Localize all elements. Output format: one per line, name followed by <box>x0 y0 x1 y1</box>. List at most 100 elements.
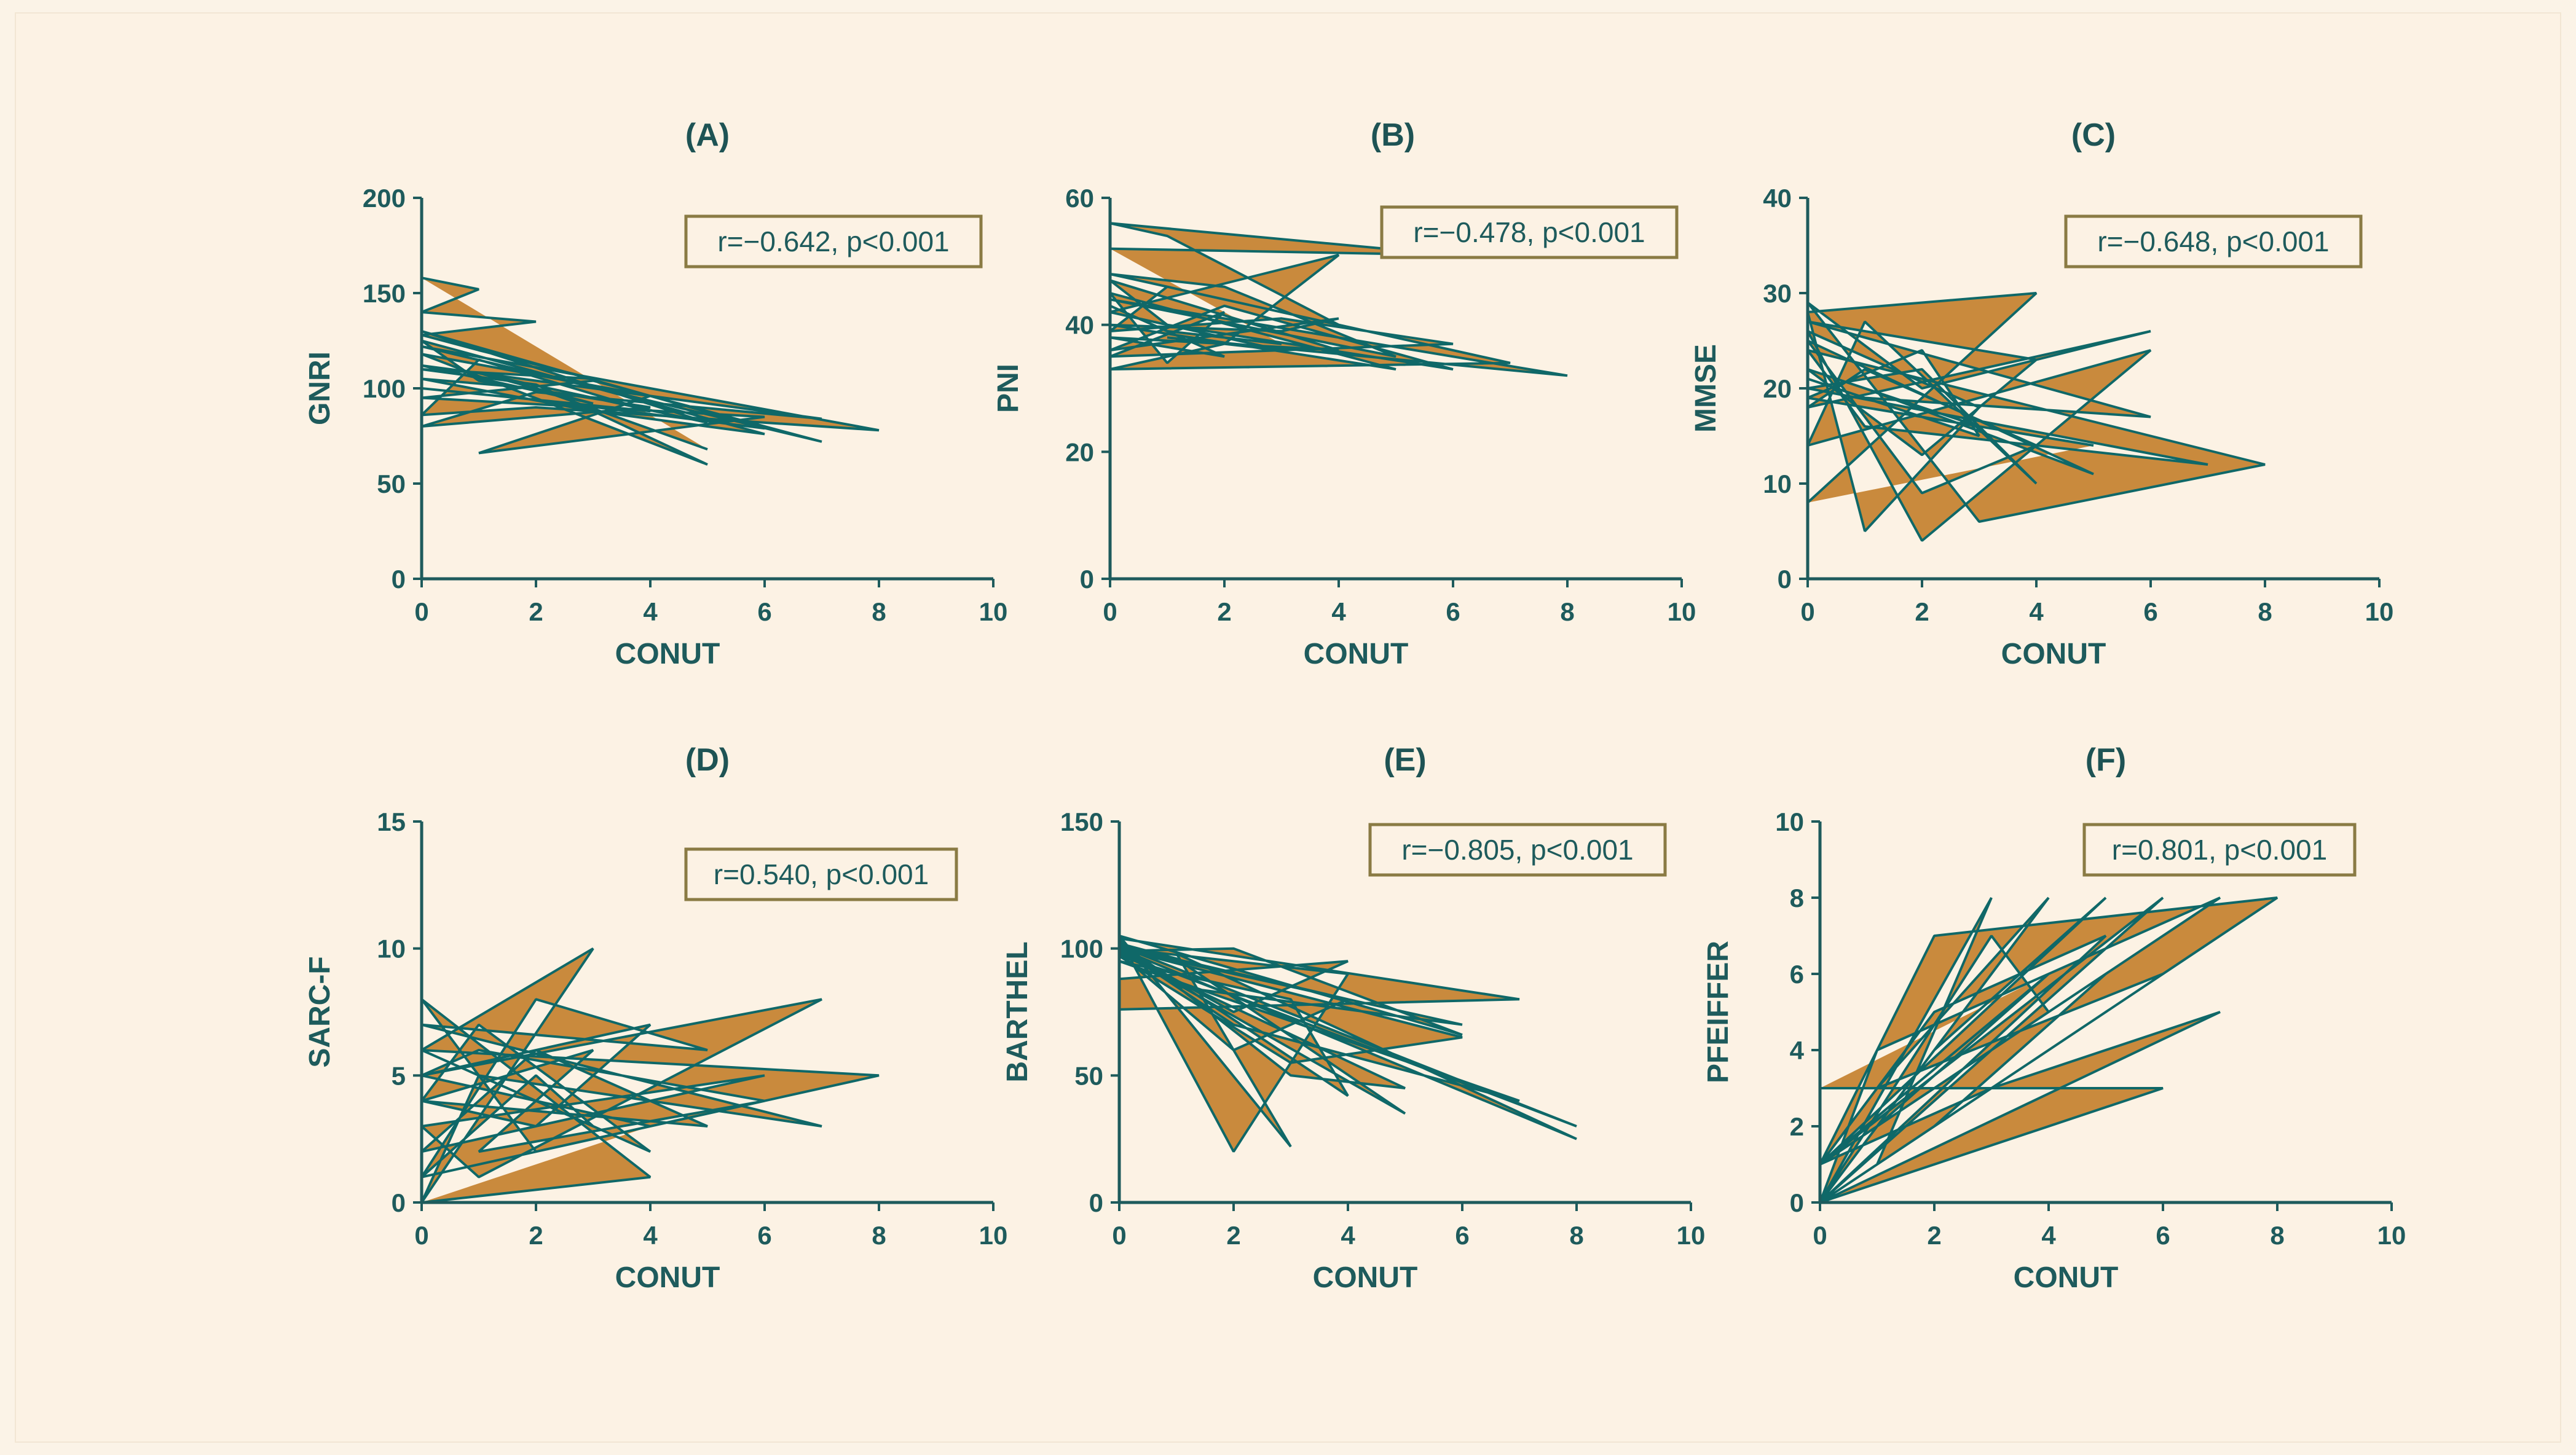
x-tick-label: 4 <box>643 1221 658 1250</box>
x-tick-label: 8 <box>872 1221 886 1250</box>
correlation-annotation-box <box>684 847 958 901</box>
y-axis-title: SARC-F <box>304 956 336 1067</box>
series-fill <box>422 948 879 1202</box>
x-tick-label: 10 <box>979 597 1008 626</box>
correlation-annotation-box <box>1368 823 1667 877</box>
y-tick-label: 100 <box>363 374 406 403</box>
correlation-annotation: r=0.801, p<0.001 <box>2112 834 2327 866</box>
y-tick-label: 40 <box>1763 184 1792 213</box>
chart-panel-4: (D) 0 2 4 6 8 10 0 5 10 15 CONUT SARC-F r=0.540, p<0.… <box>304 742 1007 1294</box>
x-tick-label: 6 <box>2143 597 2157 626</box>
panel-title: (D) <box>685 742 730 778</box>
correlation-annotation-box <box>684 214 983 269</box>
x-tick-label: 4 <box>2029 597 2044 626</box>
y-tick-label: 4 <box>1790 1036 1805 1065</box>
x-tick-label: 10 <box>979 1221 1008 1250</box>
series-line <box>1819 896 2279 1204</box>
y-tick-label: 20 <box>1065 437 1094 466</box>
x-tick-label: 2 <box>1927 1221 1941 1250</box>
x-tick-label: 10 <box>1668 597 1696 626</box>
panel-title: (A) <box>685 117 730 153</box>
correlation-annotation-box <box>1380 205 1679 259</box>
x-axis-title: CONUT <box>1304 638 1409 670</box>
chart-grid: (A)0 2 4 6 8 10050100150200CONUTGNRIr=−0.642,… <box>304 117 2406 1294</box>
x-tick-label: 10 <box>2365 597 2394 626</box>
x-tick-label: 6 <box>1446 597 1460 626</box>
x-tick-label: 4 <box>1331 597 1346 626</box>
x-tick-label: 6 <box>1455 1221 1469 1250</box>
panel-title: (C) <box>2071 117 2116 153</box>
panel-title: (E) <box>1384 742 1426 778</box>
chart-panel-1: (A)0 2 4 6 8 10050100150200CONUTGNRIr=−0.642,… <box>304 117 1007 670</box>
x-axis-title: CONUT <box>2014 1261 2119 1294</box>
x-axis-title: CONUT <box>615 1261 720 1294</box>
x-tick-label: 2 <box>529 1221 543 1250</box>
x-tick-label: 0 <box>1103 597 1117 626</box>
y-tick-label: 50 <box>1074 1061 1103 1090</box>
x-tick-label: 4 <box>1341 1221 1355 1250</box>
x-tick-label: 2 <box>1217 597 1231 626</box>
y-tick-label: 40 <box>1065 311 1094 340</box>
y-tick-label: 0 <box>1089 1188 1103 1217</box>
x-tick-label: 8 <box>2258 597 2272 626</box>
y-tick-label: 10 <box>377 935 406 963</box>
y-axis-title: PNI <box>992 364 1025 413</box>
series-line <box>420 947 880 1204</box>
chart-panel-3: (C) 0 2 4 6 8 10 0 10 20 30 40 CONUT MMSE r=−0.648, p<… <box>1690 117 2393 670</box>
x-axis-title: CONUT <box>615 638 720 670</box>
y-tick-label: 60 <box>1065 184 1094 213</box>
y-tick-label: 10 <box>1763 469 1792 498</box>
x-tick-label: 4 <box>643 597 658 626</box>
y-tick-label: 100 <box>1060 935 1103 963</box>
x-tick-label: 10 <box>1677 1221 1706 1250</box>
correlation-annotation: r=0.540, p<0.001 <box>714 858 929 890</box>
y-tick-label: 0 <box>1778 565 1792 594</box>
series-line <box>1118 935 1577 1153</box>
correlation-annotation: r=−0.478, p<0.001 <box>1413 216 1645 248</box>
correlation-annotation: r=−0.805, p<0.001 <box>1401 834 1633 866</box>
chart-panel-6: (F) 0 2 4 6 8 10 0 2 4 6 8 10 CONUT PFEIFFER r=0.801, p… <box>1702 742 2406 1294</box>
figure: (A) 0 2 4 6 8 10 0 50 100 150 200 CONUT GNRI r=−0.642,… <box>16 14 2560 1441</box>
x-tick-label: 8 <box>2270 1221 2284 1250</box>
y-tick-label: 0 <box>392 565 406 594</box>
x-tick-label: 2 <box>529 597 543 626</box>
y-axis-title: MMSE <box>1690 344 1722 433</box>
y-tick-label: 0 <box>1790 1188 1804 1217</box>
x-axis-title: CONUT <box>1313 1261 1418 1294</box>
y-axis-title: GNRI <box>304 351 336 425</box>
x-tick-label: 6 <box>2156 1221 2170 1250</box>
series-fill <box>1808 293 2265 541</box>
y-tick-label: 20 <box>1763 374 1792 403</box>
correlation-annotation: r=−0.648, p<0.001 <box>2097 226 2329 257</box>
x-tick-label: 8 <box>872 597 886 626</box>
series-line <box>420 276 880 466</box>
series-line <box>1109 222 1568 377</box>
y-tick-label: 30 <box>1763 279 1792 308</box>
x-tick-label: 4 <box>2041 1221 2056 1250</box>
y-tick-label: 0 <box>392 1188 406 1217</box>
x-tick-label: 0 <box>1800 597 1814 626</box>
series-line <box>1806 292 2266 542</box>
x-tick-label: 2 <box>1915 597 1929 626</box>
x-tick-label: 0 <box>1112 1221 1126 1250</box>
y-tick-label: 5 <box>392 1061 406 1090</box>
y-tick-label: 2 <box>1790 1112 1804 1141</box>
y-tick-label: 10 <box>1775 807 1804 836</box>
chart-panel-5: (E)0 2 4 6 8 10050100150CONUTBARTHELr=−0.805,… <box>1001 742 1705 1294</box>
x-tick-label: 0 <box>1813 1221 1827 1250</box>
y-tick-label: 150 <box>363 279 406 308</box>
y-tick-label: 50 <box>377 469 406 498</box>
x-tick-label: 0 <box>414 597 428 626</box>
x-tick-label: 8 <box>1560 597 1574 626</box>
panel-title: (B) <box>1371 117 1415 153</box>
y-axis-title: PFEIFFER <box>1702 941 1735 1083</box>
y-tick-label: 15 <box>377 807 406 836</box>
x-tick-label: 0 <box>414 1221 428 1250</box>
x-tick-label: 2 <box>1226 1221 1240 1250</box>
correlation-annotation-box <box>2064 214 2363 269</box>
y-tick-label: 150 <box>1060 807 1103 836</box>
correlation-annotation: r=−0.642, p<0.001 <box>717 226 949 257</box>
correlation-annotation-box <box>2082 823 2357 877</box>
x-axis-title: CONUT <box>2001 638 2106 670</box>
y-tick-label: 200 <box>363 184 406 213</box>
